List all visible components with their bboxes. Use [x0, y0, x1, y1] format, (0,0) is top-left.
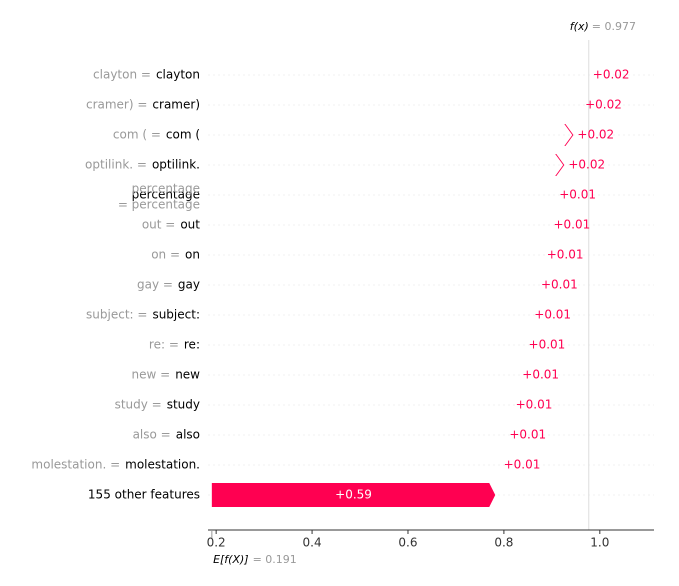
feature-value: optilink. =: [85, 158, 147, 172]
feature-value: study =: [115, 398, 162, 412]
feature-value: re: =: [149, 338, 179, 352]
feature-value: new =: [132, 368, 171, 382]
feature-value: gay =: [137, 278, 173, 292]
output-value: = 0.977: [592, 20, 636, 33]
feature-value: out =: [142, 218, 176, 232]
bar: [528, 274, 537, 296]
feature-name: subject:: [152, 308, 200, 322]
feature-name: molestation.: [125, 458, 200, 472]
value-label: +0.01: [504, 458, 541, 472]
value-label: +0.01: [534, 308, 571, 322]
value-label: +0.01: [541, 278, 578, 292]
feature-name: study: [167, 398, 200, 412]
feature-name: re:: [184, 338, 200, 352]
feature-name: 155 other features: [88, 488, 200, 502]
value-label: +0.01: [529, 338, 566, 352]
feature-value: molestation. =: [31, 458, 120, 472]
feature-name: also: [176, 428, 200, 442]
feature-name: optilink.: [152, 158, 200, 172]
feature-name: gay: [178, 278, 200, 292]
bar: [211, 483, 496, 507]
value-label: +0.01: [516, 398, 553, 412]
value-label: +0.02: [585, 98, 622, 112]
x-tick-label: 1.0: [590, 536, 609, 550]
feature-value: subject: =: [86, 308, 147, 322]
feature-value: also =: [133, 428, 171, 442]
x-tick-label: 0.4: [303, 536, 322, 550]
feature-value: on =: [151, 248, 180, 262]
value-label: +0.02: [593, 68, 630, 82]
value-label: +0.01: [522, 368, 559, 382]
feature-name: percentage: [132, 188, 200, 202]
value-label: +0.01: [509, 428, 546, 442]
feature-name: cramer): [152, 98, 200, 112]
value-label: +0.01: [559, 188, 596, 202]
feature-name: new: [175, 368, 200, 382]
value-label: +0.02: [568, 158, 605, 172]
feature-name: on: [185, 248, 200, 262]
value-label: +0.59: [335, 488, 372, 502]
value-label: +0.02: [577, 128, 614, 142]
output-label: f(x): [570, 20, 589, 33]
feature-value: percentage: [132, 182, 200, 196]
base-label: E[f(X)]: [213, 553, 249, 566]
value-label: +0.01: [553, 218, 590, 232]
feature-name: com (: [166, 128, 200, 142]
feature-name: out: [180, 218, 200, 232]
feature-value: com ( =: [113, 128, 161, 142]
feature-value: = percentage: [118, 198, 200, 212]
x-tick-label: 0.8: [494, 536, 513, 550]
x-tick-label: 0.2: [207, 536, 226, 550]
feature-value: clayton =: [93, 68, 151, 82]
base-value: = 0.191: [253, 553, 297, 566]
x-tick-label: 0.6: [398, 536, 417, 550]
feature-value: cramer) =: [86, 98, 147, 112]
value-label: +0.01: [547, 248, 584, 262]
feature-name: clayton: [156, 68, 200, 82]
